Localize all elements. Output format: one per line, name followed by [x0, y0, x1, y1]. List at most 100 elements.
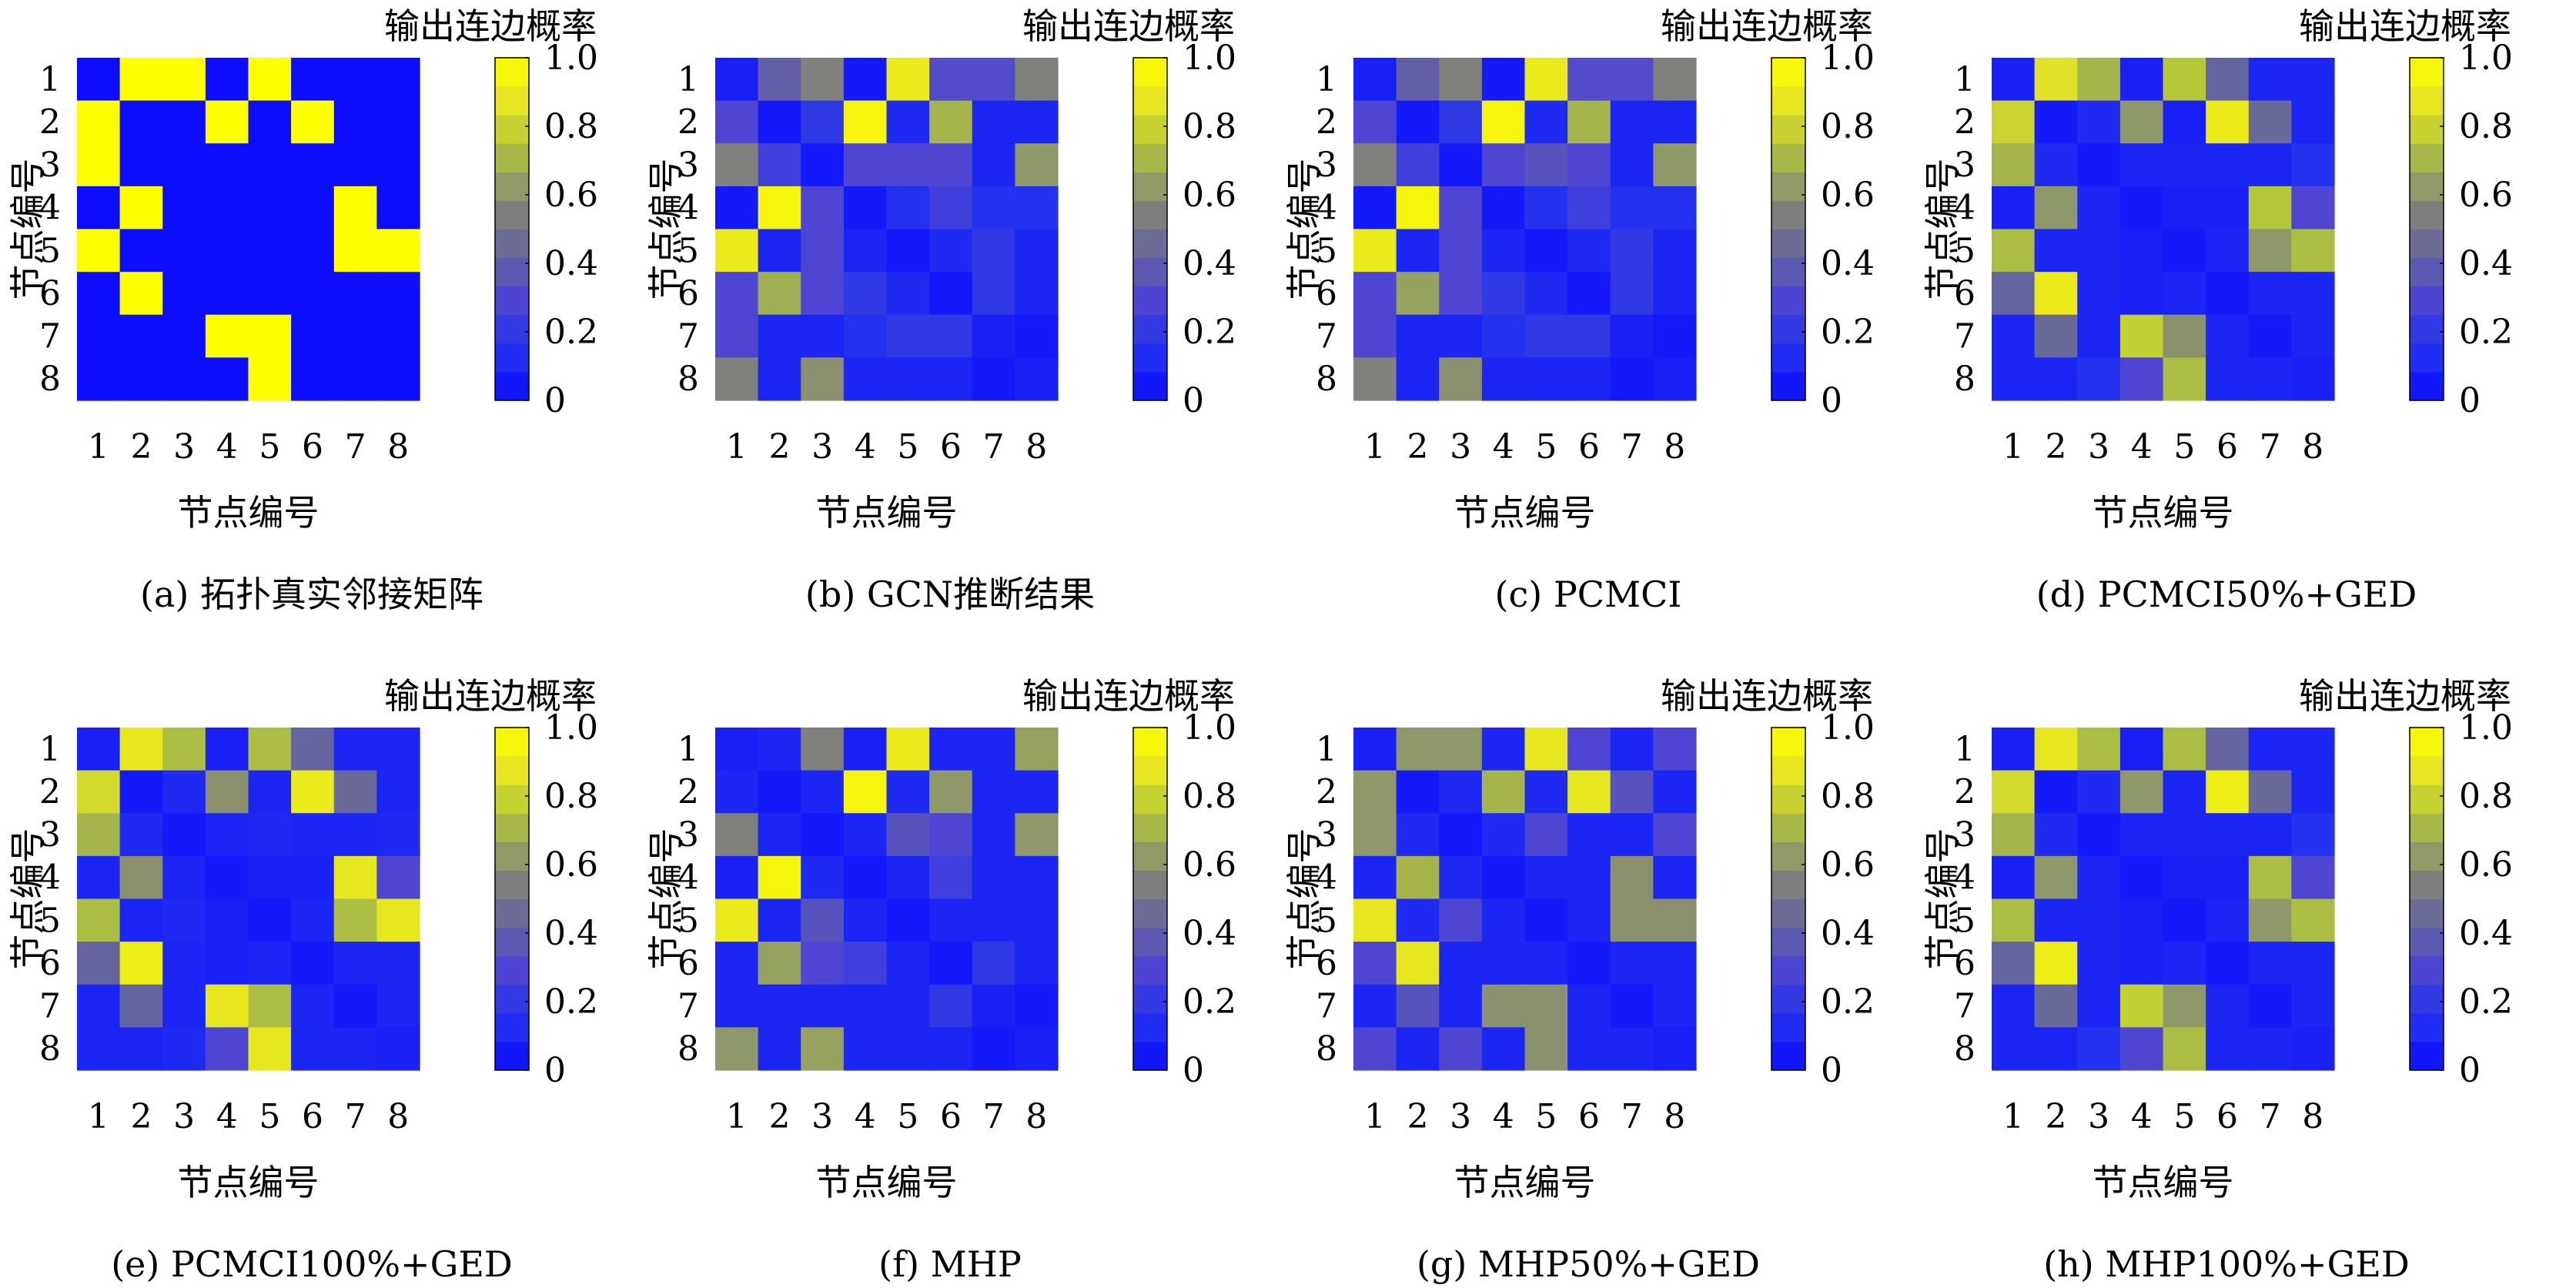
colorbar-segment	[1771, 143, 1805, 172]
colorbar-segment	[2410, 1041, 2444, 1071]
heatmap-cell	[2163, 58, 2206, 102]
colorbar-segment	[1133, 314, 1167, 344]
heatmap-cell	[1353, 100, 1397, 144]
heatmap-cell	[291, 357, 335, 401]
heatmap-cell	[1610, 314, 1654, 358]
heatmap-cell	[972, 984, 1015, 1028]
panel-caption: (b) GCN推断结果	[805, 574, 1095, 615]
heatmap-cell	[77, 898, 121, 942]
x-tick-label: 1	[88, 427, 109, 467]
x-tick-label: 1	[1364, 427, 1386, 467]
heatmap-cell	[1653, 314, 1697, 358]
heatmap-cell	[2077, 855, 2121, 900]
colorbar-segment	[2410, 870, 2444, 900]
heatmap-cell	[376, 272, 420, 316]
heatmap-cell	[715, 272, 759, 316]
colorbar-tick-label: 0.4	[544, 244, 598, 283]
colorbar-segment	[1771, 86, 1805, 115]
heatmap-cell	[77, 58, 121, 102]
heatmap-cell	[1481, 728, 1526, 771]
colorbar-frame	[494, 727, 530, 1071]
y-tick-label: 2	[1316, 772, 1337, 811]
heatmap-cell	[1439, 942, 1483, 985]
y-tick-label: 1	[1316, 60, 1337, 99]
y-tick-label: 5	[1954, 901, 1975, 940]
heatmap-cell	[715, 898, 759, 942]
heatmap-cell	[2291, 186, 2335, 230]
heatmap-cell	[972, 898, 1015, 942]
heatmap-cell	[1396, 143, 1440, 187]
heatmap-cell	[119, 984, 163, 1028]
x-tick-label: 2	[2045, 427, 2066, 467]
y-tick-label: 3	[39, 146, 61, 185]
colorbar-segment	[1771, 728, 1805, 757]
colorbar-segment	[1771, 229, 1805, 259]
heatmap-cell	[1653, 813, 1697, 857]
x-tick-label: 5	[259, 1097, 280, 1136]
heatmap-cell	[929, 100, 973, 144]
heatmap-cells	[715, 58, 1059, 401]
colorbar-tick-label: 1.0	[1183, 708, 1236, 748]
heatmap-cell	[119, 229, 163, 273]
heatmap-cell	[886, 813, 930, 857]
heatmap-cell	[77, 357, 121, 401]
heatmap-cell	[1653, 770, 1697, 814]
heatmap-cell	[248, 1027, 292, 1071]
heatmap-cell	[929, 58, 973, 102]
heatmap-cell	[929, 314, 973, 358]
heatmap-cell	[2077, 58, 2121, 102]
colorbar-segment	[495, 257, 529, 287]
heatmap-cell	[333, 898, 377, 942]
y-tick-label: 8	[677, 1029, 699, 1069]
heatmap-cell	[376, 1027, 420, 1071]
heatmap-cell	[715, 143, 759, 187]
heatmap-cell	[1481, 770, 1526, 814]
heatmap-cell	[929, 813, 973, 857]
heatmap-cell	[1610, 1027, 1654, 1071]
heatmap-cell	[119, 357, 163, 401]
heatmap-cell	[291, 813, 335, 857]
heatmap-cell	[1567, 186, 1611, 230]
heatmap-cell	[1653, 186, 1697, 230]
heatmap-cell	[333, 58, 377, 102]
heatmap-cell	[2077, 272, 2121, 316]
colorbar-segment	[495, 286, 529, 316]
colorbar-tick-label: 0.4	[544, 914, 598, 953]
heatmap-cell	[119, 143, 163, 187]
heatmap-cell	[1396, 58, 1440, 102]
x-tick-label: 7	[983, 1097, 1005, 1136]
heatmap-cell	[929, 942, 973, 985]
heatmap-cells	[1992, 728, 2335, 1071]
heatmap-cell	[291, 143, 335, 187]
colorbar-segment	[495, 172, 529, 202]
colorbar-title: 输出连边概率	[1661, 675, 1873, 717]
heatmap-cell	[2248, 813, 2292, 857]
heatmap-cell	[801, 229, 845, 273]
heatmap-cell	[1481, 357, 1526, 401]
colorbar-segment	[1771, 286, 1805, 316]
colorbar-tick-label: 1.0	[1821, 708, 1875, 748]
colorbar-segment	[1771, 927, 1805, 957]
heatmap-cell	[205, 143, 249, 187]
panel-caption: (e) PCMCI100%+GED	[111, 1243, 513, 1285]
y-tick-label: 3	[677, 815, 699, 855]
colorbar-segment	[1771, 371, 1805, 401]
x-tick-label: 6	[2216, 427, 2238, 467]
heatmap-cell	[1396, 855, 1440, 900]
y-tick-label: 6	[39, 274, 61, 313]
heatmap-cell	[2206, 855, 2250, 900]
heatmap-cell	[972, 314, 1015, 358]
heatmap-cell	[291, 229, 335, 273]
heatmap-cell	[715, 100, 759, 144]
heatmap-cell	[1396, 1027, 1440, 1071]
heatmap-cell	[376, 100, 420, 144]
y-tick-label: 5	[39, 901, 61, 940]
heatmap-cell	[1610, 58, 1654, 102]
heatmap-cell	[119, 186, 163, 230]
colorbar-segment	[2410, 984, 2444, 1014]
heatmap-cell	[886, 100, 930, 144]
heatmap-cells	[77, 58, 420, 401]
heatmap-cell	[2248, 898, 2292, 942]
heatmap-cell	[1992, 1027, 2036, 1071]
